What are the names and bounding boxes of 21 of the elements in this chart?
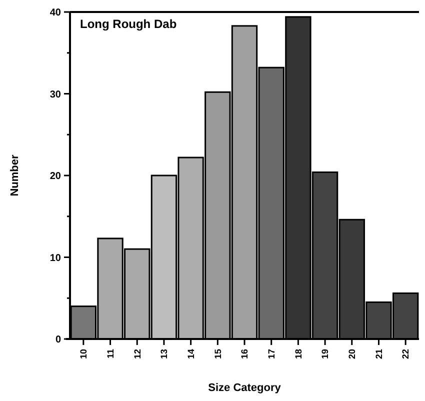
x-tick-label: 12 (132, 349, 142, 360)
x-tick-label: 21 (374, 349, 384, 360)
x-tick-label: 16 (240, 349, 250, 360)
y-tick-label: 10 (50, 252, 62, 264)
x-tick-label: 20 (347, 349, 358, 360)
x-tick-label: 15 (212, 349, 223, 360)
x-tick-label: 18 (293, 349, 304, 360)
x-tick-label: 19 (320, 349, 330, 360)
y-tick-label: 0 (55, 334, 62, 346)
x-axis-title: Size Category (208, 382, 282, 394)
x-tick-label: 17 (266, 349, 276, 360)
y-axis-title: Number (9, 154, 21, 196)
x-tick-label: 10 (78, 349, 89, 360)
y-tick-label: 20 (50, 171, 62, 182)
chart-title: Long Rough Dab (80, 17, 177, 31)
x-tick-label: 13 (159, 349, 170, 360)
x-tick-label: 22 (400, 349, 411, 360)
y-tick-label: 40 (50, 8, 62, 18)
y-tick-label: 30 (50, 89, 62, 100)
x-tick-label: 11 (105, 349, 116, 359)
x-tick-label: 14 (186, 349, 196, 360)
